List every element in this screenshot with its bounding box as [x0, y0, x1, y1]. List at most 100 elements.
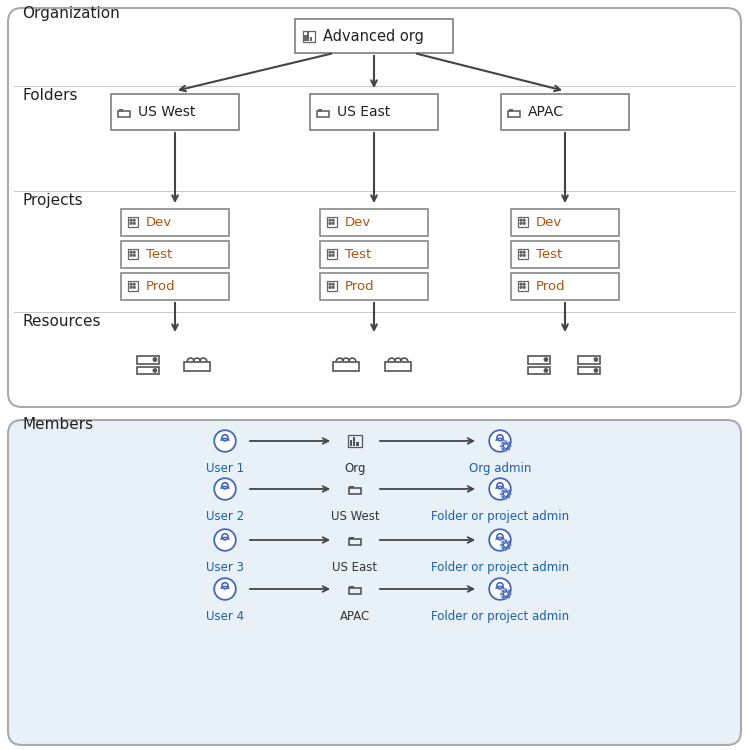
- Text: US West: US West: [331, 510, 379, 523]
- Bar: [121, 241, 229, 268]
- Circle shape: [508, 542, 509, 543]
- Circle shape: [329, 251, 331, 253]
- Circle shape: [333, 286, 334, 288]
- Circle shape: [133, 286, 135, 288]
- Circle shape: [520, 254, 522, 257]
- Text: US East: US East: [337, 105, 390, 119]
- Bar: [578, 356, 600, 364]
- Bar: [137, 367, 159, 374]
- Circle shape: [329, 254, 331, 257]
- Bar: [137, 356, 159, 364]
- Circle shape: [509, 493, 511, 495]
- Circle shape: [333, 254, 334, 257]
- Bar: [509, 111, 520, 116]
- Bar: [528, 367, 550, 374]
- Circle shape: [520, 223, 522, 224]
- Bar: [118, 111, 130, 116]
- Circle shape: [502, 542, 504, 543]
- Text: Test: Test: [345, 248, 372, 260]
- Circle shape: [329, 286, 331, 288]
- Circle shape: [520, 219, 522, 221]
- Text: US East: US East: [333, 561, 377, 574]
- Circle shape: [508, 590, 509, 592]
- Bar: [501, 94, 629, 130]
- Circle shape: [214, 530, 236, 550]
- Circle shape: [524, 284, 525, 285]
- Circle shape: [524, 286, 525, 288]
- Text: Resources: Resources: [22, 314, 100, 329]
- Text: Dev: Dev: [146, 215, 172, 229]
- Text: Prod: Prod: [536, 280, 565, 292]
- Bar: [518, 249, 528, 259]
- Circle shape: [545, 369, 548, 372]
- Circle shape: [503, 444, 508, 448]
- Circle shape: [502, 596, 504, 598]
- Circle shape: [500, 445, 503, 447]
- FancyBboxPatch shape: [8, 8, 741, 407]
- Text: Projects: Projects: [22, 193, 82, 208]
- Bar: [349, 537, 354, 539]
- Circle shape: [329, 223, 331, 224]
- Bar: [327, 249, 337, 259]
- Circle shape: [130, 284, 132, 285]
- Circle shape: [154, 369, 157, 372]
- Circle shape: [505, 589, 506, 591]
- Bar: [320, 209, 428, 236]
- Text: User 3: User 3: [206, 561, 244, 574]
- Circle shape: [489, 430, 511, 451]
- Circle shape: [500, 544, 503, 546]
- Bar: [353, 436, 356, 446]
- Circle shape: [520, 251, 522, 253]
- Bar: [320, 241, 428, 268]
- Bar: [111, 94, 239, 130]
- Bar: [518, 281, 528, 291]
- Bar: [349, 488, 361, 494]
- Circle shape: [502, 590, 504, 592]
- Circle shape: [489, 530, 511, 550]
- Circle shape: [594, 358, 598, 362]
- Circle shape: [508, 490, 509, 492]
- Circle shape: [489, 578, 511, 600]
- Bar: [511, 209, 619, 236]
- Bar: [509, 109, 513, 112]
- Bar: [348, 435, 362, 447]
- Bar: [318, 111, 329, 116]
- Circle shape: [508, 596, 509, 598]
- Bar: [511, 241, 619, 268]
- Circle shape: [133, 223, 135, 224]
- Bar: [304, 35, 306, 40]
- Bar: [350, 440, 352, 446]
- Circle shape: [214, 578, 236, 600]
- Text: Folder or project admin: Folder or project admin: [431, 561, 569, 574]
- Circle shape: [133, 251, 135, 253]
- Text: APAC: APAC: [340, 610, 370, 623]
- Circle shape: [505, 489, 506, 490]
- Bar: [318, 109, 322, 112]
- Text: Folder or project admin: Folder or project admin: [431, 610, 569, 623]
- Circle shape: [133, 219, 135, 221]
- Bar: [349, 588, 361, 594]
- Circle shape: [520, 286, 522, 288]
- FancyBboxPatch shape: [8, 420, 741, 745]
- Circle shape: [508, 547, 509, 549]
- Text: Organization: Organization: [22, 6, 120, 21]
- Circle shape: [594, 369, 598, 372]
- Bar: [310, 94, 438, 130]
- Bar: [184, 362, 210, 371]
- Bar: [303, 31, 315, 41]
- Bar: [357, 442, 359, 446]
- Circle shape: [505, 548, 506, 550]
- Circle shape: [333, 219, 334, 221]
- Circle shape: [133, 284, 135, 285]
- Circle shape: [154, 358, 157, 362]
- Text: Members: Members: [22, 417, 93, 432]
- Circle shape: [508, 442, 509, 444]
- Circle shape: [502, 496, 504, 498]
- Circle shape: [502, 547, 504, 549]
- Text: User 1: User 1: [206, 462, 244, 475]
- Text: Folder or project admin: Folder or project admin: [431, 510, 569, 523]
- Circle shape: [524, 219, 525, 221]
- Text: Folders: Folders: [22, 88, 77, 103]
- Bar: [128, 281, 138, 291]
- Circle shape: [505, 597, 506, 599]
